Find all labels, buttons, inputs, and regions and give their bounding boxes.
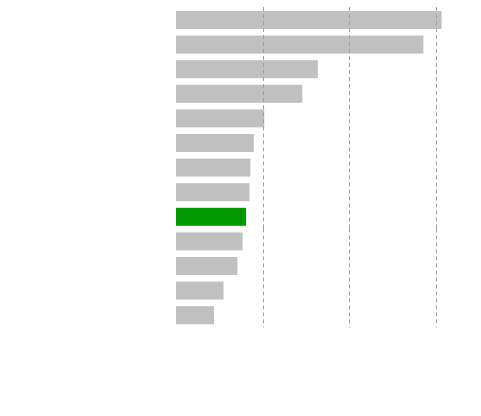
bar-12 <box>176 281 224 300</box>
bar-11 <box>176 257 238 275</box>
bar-10 <box>176 232 243 251</box>
bar-highlighted <box>176 207 247 226</box>
bar-6 <box>176 134 254 152</box>
bar-1 <box>176 11 442 29</box>
bar-2 <box>176 35 424 54</box>
bar-layer <box>176 11 442 325</box>
bar-7 <box>176 158 251 177</box>
bar-4 <box>176 84 303 103</box>
grid-layer <box>263 7 437 328</box>
bar-5 <box>176 109 265 128</box>
bar-8 <box>176 183 250 202</box>
bar-3 <box>176 60 318 79</box>
bar-13 <box>176 306 215 325</box>
